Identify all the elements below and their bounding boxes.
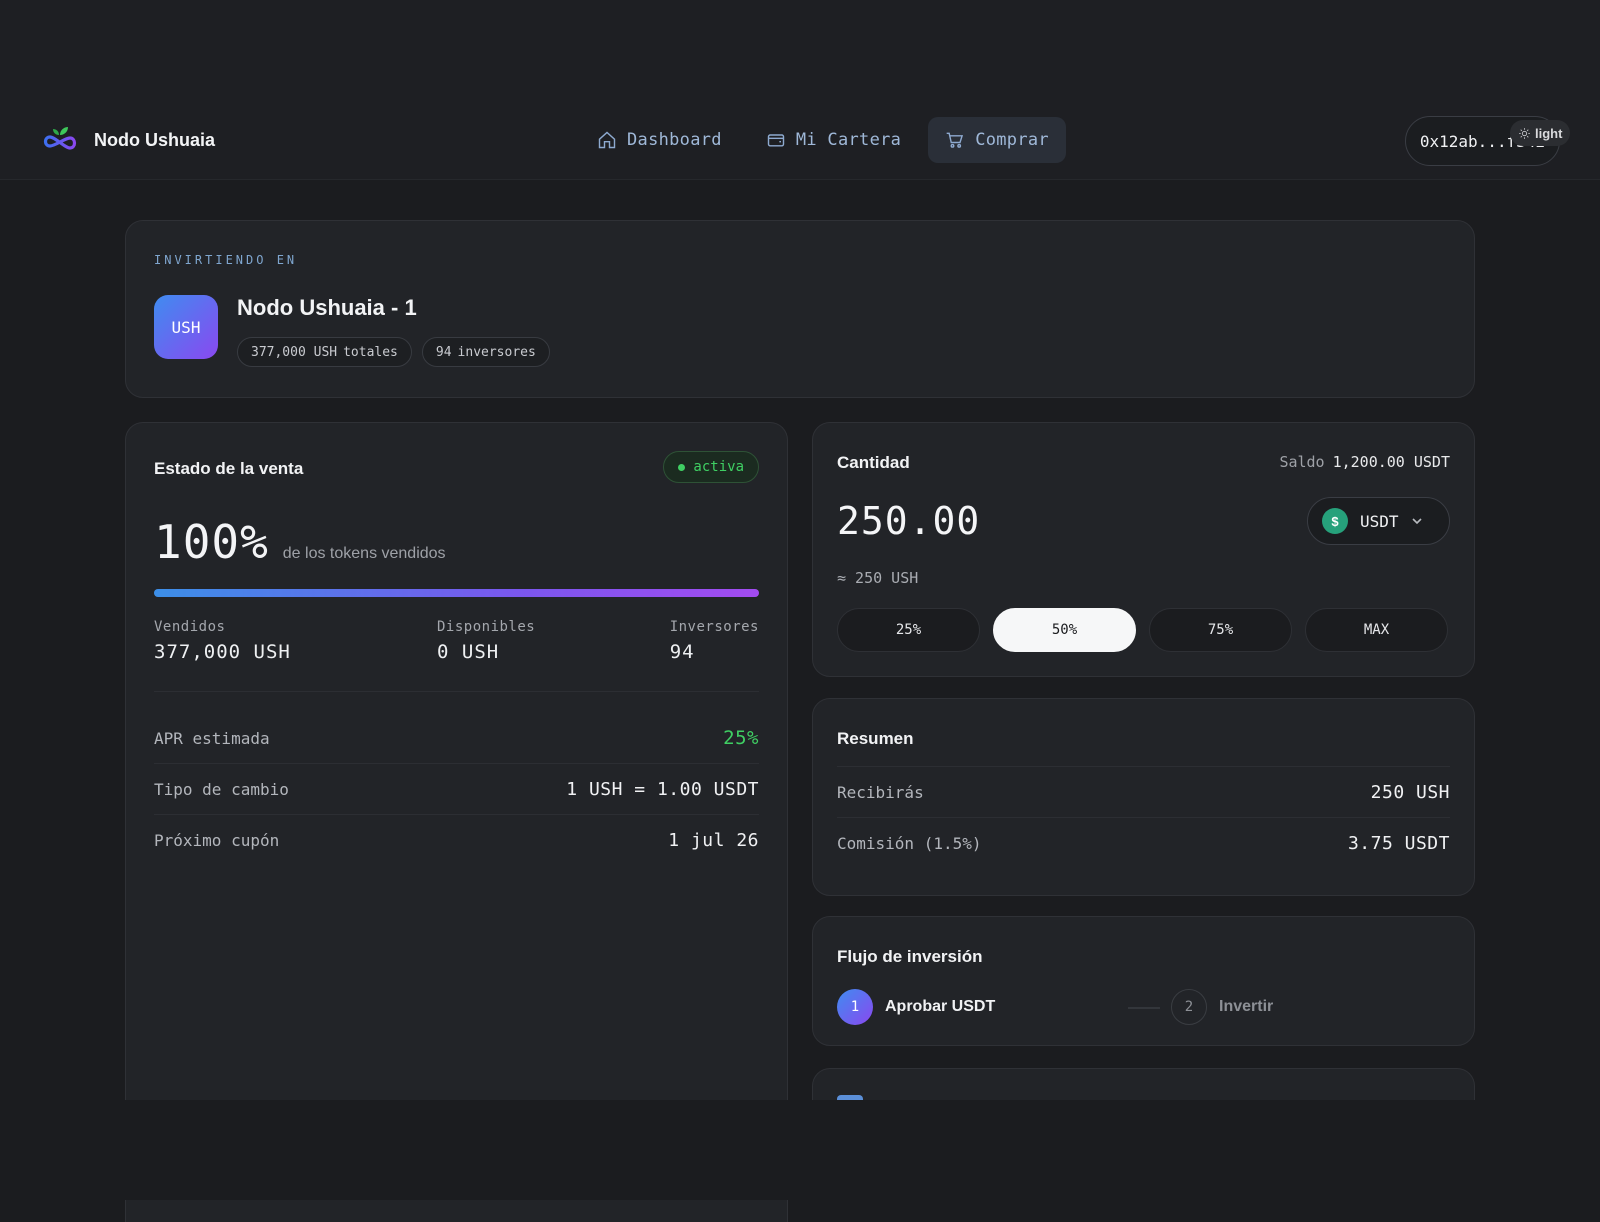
next-coupon-row: Próximo cupón 1 jul 26 <box>154 815 759 866</box>
partial-checkbox[interactable] <box>837 1095 863 1103</box>
token-select-label: USDT <box>1360 511 1399 531</box>
home-icon <box>598 131 616 149</box>
sale-progress-fill <box>154 589 759 597</box>
apr-label: APR estimada <box>154 728 270 748</box>
step-1-label: Aprobar USDT <box>885 998 996 1015</box>
apr-row: APR estimada 25% <box>154 713 759 764</box>
total-tokens-pill: 377,000 USH totales <box>237 337 412 367</box>
amount-input[interactable]: 250.00 <box>837 499 981 543</box>
wallet-icon <box>767 134 785 147</box>
preset-max-button[interactable]: MAX <box>1305 608 1448 652</box>
nav-comprar-label: Comprar <box>975 130 1049 150</box>
percent-sold-value: 100% <box>154 515 269 569</box>
receive-value: 250 USH <box>1370 781 1450 803</box>
theme-toggle-label: light <box>1535 125 1563 141</box>
stat-sold-label: Vendidos <box>154 619 226 635</box>
step-1-circle: 1 <box>837 989 873 1025</box>
stat-sold-value: 377,000 USH <box>154 641 291 663</box>
exchange-rate-value: 1 USH = 1.00 USDT <box>566 778 759 800</box>
status-dot-icon <box>678 463 686 471</box>
project-card: INVIRTIENDO EN USH Nodo Ushuaia - 1 377,… <box>125 220 1475 398</box>
cart-icon <box>946 132 964 148</box>
stat-investors: Inversores 94 <box>670 619 759 663</box>
amount-card: Cantidad Saldo 1,200.00 USDT 250.00 $ US… <box>812 422 1475 677</box>
usdt-coin-icon: $ <box>1322 508 1348 534</box>
sun-icon <box>1519 127 1530 139</box>
fee-value: 3.75 USDT <box>1347 833 1450 854</box>
nav-comprar[interactable]: Comprar <box>928 117 1066 163</box>
preset-50-button[interactable]: 50% <box>993 608 1136 652</box>
stat-available-value: 0 USH <box>437 641 500 663</box>
token-select[interactable]: $ USDT <box>1307 497 1450 545</box>
investment-flow-card: Flujo de inversión 1 Aprobar USDT 2 Inve… <box>812 916 1475 1046</box>
nav-mi-cartera[interactable]: Mi Cartera <box>749 117 918 163</box>
investors-pill: 94 inversores <box>421 337 550 367</box>
flow-title: Flujo de inversión <box>837 947 983 966</box>
status-label: activa <box>693 459 744 475</box>
fee-row: Comisión (1.5%) 3.75 USDT <box>837 818 1450 869</box>
stat-available-label: Disponibles <box>437 619 536 635</box>
infinity-logo-icon <box>43 127 77 150</box>
brand-name: Nodo Ushuaia <box>94 129 216 150</box>
chevron-down-icon <box>1411 518 1422 525</box>
flow-step-2[interactable]: 2 Invertir <box>1171 989 1273 1025</box>
summary-title: Resumen <box>837 729 914 748</box>
total-tokens-value: 377,000 USH <box>251 344 338 360</box>
nav-dashboard[interactable]: Dashboard <box>580 117 739 163</box>
apr-value: 25% <box>723 727 759 749</box>
sale-status-card: Estado de la venta activa 100% de los to… <box>125 422 788 1222</box>
total-tokens-suffix: totales <box>343 344 398 360</box>
project-eyebrow: INVIRTIENDO EN <box>154 253 298 267</box>
step-2-label: Invertir <box>1219 998 1274 1015</box>
receive-row: Recibirás 250 USH <box>837 767 1450 818</box>
theme-toggle[interactable]: light <box>1510 120 1571 146</box>
stat-investors-label: Inversores <box>669 619 759 635</box>
main-nav: Dashboard Mi Cartera Comprar <box>580 117 1066 163</box>
sale-status-title: Estado de la venta <box>154 459 304 478</box>
fee-label: Comisión (1.5%) <box>837 834 982 853</box>
amount-estimate: ≈ 250 USH <box>837 569 919 587</box>
investors-suffix: inversores <box>457 344 536 360</box>
stat-investors-value: 94 <box>669 641 695 663</box>
exchange-rate-row: Tipo de cambio 1 USH = 1.00 USDT <box>154 764 759 815</box>
next-coupon-label: Próximo cupón <box>154 831 280 850</box>
project-title: Nodo Ushuaia - 1 <box>237 295 417 320</box>
project-pills: 377,000 USH totales 94 inversores <box>237 337 550 367</box>
percent-sold-caption: de los tokens vendidos <box>282 545 446 562</box>
balance-label: Saldo <box>1279 453 1325 471</box>
flow-step-1[interactable]: 1 Aprobar USDT <box>837 989 995 1025</box>
token-badge: USH <box>154 295 218 359</box>
balance-value: 1,200.00 USDT <box>1332 453 1450 471</box>
top-bar: Nodo Ushuaia Dashboard Mi Cartera Compra… <box>0 0 1600 180</box>
amount-title: Cantidad <box>837 453 910 472</box>
sale-progress-bar <box>154 589 759 597</box>
stat-sold: Vendidos 377,000 USH <box>154 619 291 663</box>
nav-dashboard-label: Dashboard <box>627 130 722 150</box>
stat-available: Disponibles 0 USH <box>437 619 535 663</box>
preset-25-button[interactable]: 25% <box>837 608 980 652</box>
exchange-rate-label: Tipo de cambio <box>154 779 289 799</box>
status-badge: activa <box>663 451 759 483</box>
nav-mi-cartera-label: Mi Cartera <box>795 130 902 150</box>
step-connector <box>1128 1007 1160 1009</box>
page-bottom-mask <box>0 1100 1600 1200</box>
balance: Saldo 1,200.00 USDT <box>1279 453 1450 471</box>
next-coupon-value: 1 jul 26 <box>668 830 759 851</box>
receive-label: Recibirás <box>837 782 924 802</box>
summary-divider <box>837 766 1450 767</box>
investors-value: 94 <box>435 344 452 360</box>
preset-75-button[interactable]: 75% <box>1149 608 1292 652</box>
divider <box>154 691 759 692</box>
step-2-circle: 2 <box>1171 989 1207 1025</box>
percent-sold: 100% de los tokens vendidos <box>154 515 446 569</box>
brand[interactable]: Nodo Ushuaia <box>40 124 215 156</box>
summary-card: Resumen Recibirás 250 USH Comisión (1.5%… <box>812 698 1475 896</box>
